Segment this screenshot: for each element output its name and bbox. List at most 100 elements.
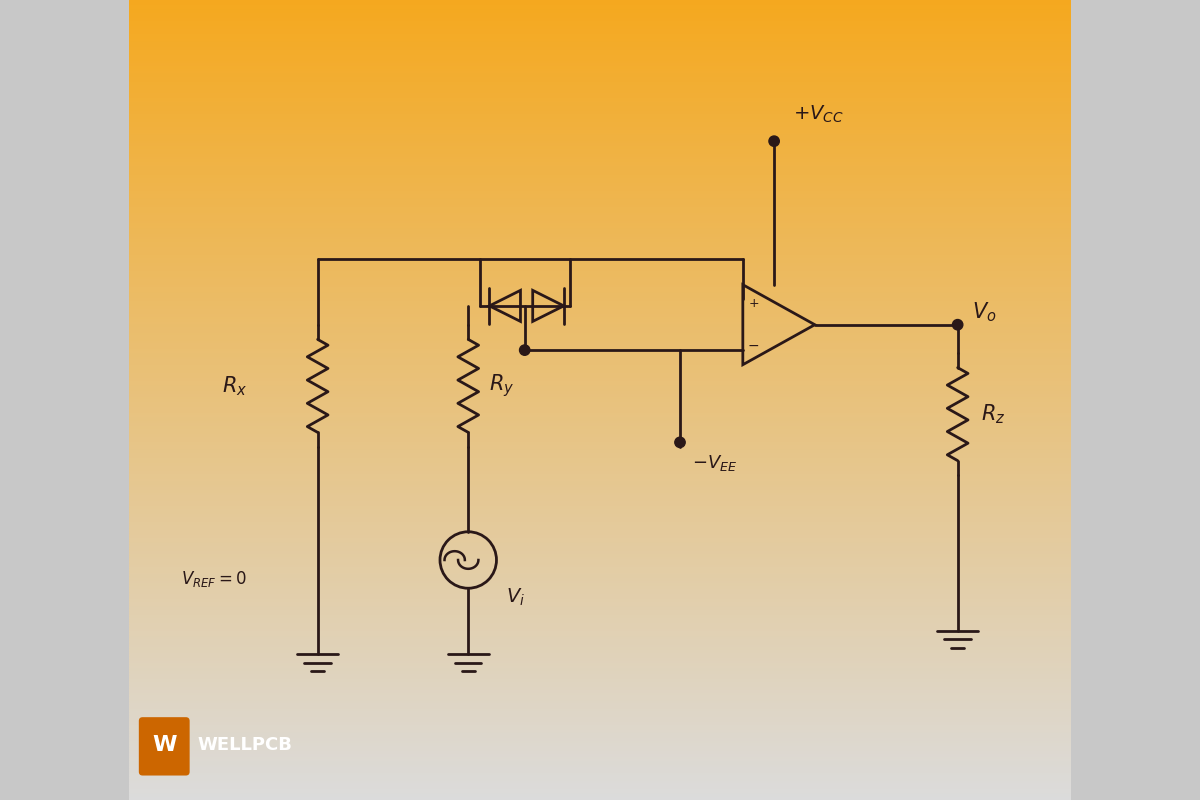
Bar	[130, 486, 1070, 488]
Bar	[130, 594, 1070, 598]
Bar	[130, 664, 1070, 666]
Bar	[130, 762, 1070, 766]
Bar	[130, 296, 1070, 298]
Bar	[130, 104, 1070, 106]
Text: WELLPCB: WELLPCB	[197, 737, 292, 754]
Bar	[130, 318, 1070, 320]
Bar	[130, 128, 1070, 130]
Bar	[130, 470, 1070, 472]
Text: $V_{REF}=0$: $V_{REF}=0$	[181, 569, 247, 589]
Bar	[130, 698, 1070, 702]
Bar	[130, 720, 1070, 722]
Bar	[130, 422, 1070, 424]
Bar	[130, 496, 1070, 498]
Bar	[130, 394, 1070, 398]
Bar	[130, 112, 1070, 114]
Bar	[130, 776, 1070, 778]
Bar	[130, 392, 1070, 394]
Bar	[130, 378, 1070, 382]
Bar	[130, 256, 1070, 258]
Bar	[130, 386, 1070, 390]
Bar	[130, 142, 1070, 144]
Bar	[130, 462, 1070, 464]
Bar	[130, 640, 1070, 642]
Bar	[130, 696, 1070, 698]
Bar	[130, 424, 1070, 426]
Bar	[130, 224, 1070, 226]
Bar	[130, 40, 1070, 42]
Bar	[130, 526, 1070, 528]
Bar	[130, 114, 1070, 118]
Bar	[130, 504, 1070, 506]
Bar	[130, 512, 1070, 514]
Bar	[130, 728, 1070, 730]
Bar	[130, 456, 1070, 458]
Bar	[130, 522, 1070, 526]
Bar	[130, 122, 1070, 126]
Bar	[130, 278, 1070, 280]
Bar	[130, 488, 1070, 490]
FancyBboxPatch shape	[139, 717, 190, 775]
Bar	[130, 784, 1070, 786]
Bar	[130, 710, 1070, 712]
Bar	[130, 50, 1070, 54]
Bar	[130, 654, 1070, 656]
Bar	[130, 150, 1070, 152]
Bar	[130, 184, 1070, 186]
Bar	[130, 288, 1070, 290]
Bar	[130, 226, 1070, 230]
Bar	[130, 576, 1070, 578]
Bar	[130, 446, 1070, 448]
Bar	[130, 326, 1070, 328]
Bar	[130, 6, 1070, 8]
Text: −: −	[748, 338, 758, 353]
Bar	[130, 66, 1070, 70]
Bar	[130, 718, 1070, 720]
Bar	[130, 558, 1070, 560]
Bar	[130, 0, 1070, 2]
Bar	[130, 408, 1070, 410]
Bar	[130, 274, 1070, 278]
Bar	[130, 290, 1070, 294]
Bar	[130, 218, 1070, 222]
Bar	[130, 286, 1070, 288]
Bar	[130, 752, 1070, 754]
Bar	[130, 72, 1070, 74]
Bar	[130, 678, 1070, 680]
Bar	[130, 480, 1070, 482]
Bar	[130, 294, 1070, 296]
Bar	[130, 384, 1070, 386]
Bar	[130, 542, 1070, 544]
Bar	[130, 406, 1070, 408]
Bar	[130, 616, 1070, 618]
Bar	[130, 592, 1070, 594]
Bar	[130, 210, 1070, 214]
Bar	[130, 538, 1070, 542]
Bar	[130, 186, 1070, 190]
Bar	[130, 562, 1070, 566]
Bar	[130, 214, 1070, 216]
Bar	[130, 622, 1070, 624]
Bar	[130, 618, 1070, 622]
Bar	[130, 490, 1070, 494]
Bar	[130, 306, 1070, 310]
Bar	[130, 742, 1070, 744]
Bar	[130, 98, 1070, 102]
Bar	[130, 56, 1070, 58]
Bar	[130, 102, 1070, 104]
Bar	[130, 190, 1070, 192]
Bar	[130, 418, 1070, 422]
Bar	[130, 726, 1070, 728]
Bar	[130, 670, 1070, 672]
Bar	[130, 400, 1070, 402]
Bar	[130, 234, 1070, 238]
Bar	[130, 778, 1070, 782]
Bar	[130, 14, 1070, 16]
Bar	[130, 706, 1070, 710]
Bar	[130, 136, 1070, 138]
Bar	[130, 10, 1070, 14]
Bar	[130, 760, 1070, 762]
Bar	[130, 626, 1070, 630]
Bar	[130, 322, 1070, 326]
Bar	[130, 586, 1070, 590]
